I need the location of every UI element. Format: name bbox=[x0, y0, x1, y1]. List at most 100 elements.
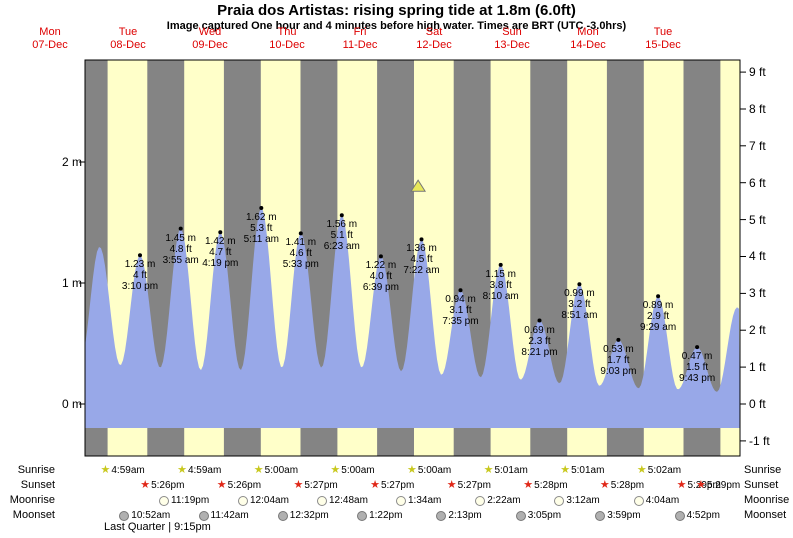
day-band bbox=[107, 60, 148, 456]
tide-height-ft: 5.3 ft bbox=[250, 223, 273, 234]
eph-row-label-left: Sunset bbox=[20, 479, 55, 491]
sunset-star-icon: ★ bbox=[523, 479, 534, 491]
sunrise-time: ★ 5:00am bbox=[254, 464, 298, 477]
moonset-time: 11:42am bbox=[198, 509, 249, 522]
tide-time: 4:19 pm bbox=[202, 258, 239, 270]
day-label: Sat 12-Dec bbox=[398, 26, 470, 52]
feet-axis-label: -1 ft bbox=[749, 433, 770, 448]
eph-row-label-right: Sunrise bbox=[744, 464, 782, 476]
moonrise-time: 12:48am bbox=[317, 494, 368, 507]
high-tide-dot bbox=[498, 262, 503, 267]
sunrise-star-icon: ★ bbox=[330, 464, 341, 476]
eph-time-text: 3:05pm bbox=[527, 510, 562, 521]
tide-time: 6:39 pm bbox=[362, 282, 399, 294]
high-tide-dot bbox=[458, 288, 463, 293]
moonset-circle-icon bbox=[674, 510, 685, 521]
feet-axis-label: 9 ft bbox=[749, 65, 766, 80]
day-date: 09-Dec bbox=[192, 39, 228, 51]
day-band bbox=[567, 60, 607, 456]
moonset-time: 12:32pm bbox=[277, 509, 329, 522]
high-tide-annotation: 1.22 m 4.0 ft 6:39 pm bbox=[353, 260, 409, 293]
sunset-star-icon: ★ bbox=[216, 479, 227, 491]
sunset-time: ★ 5:27pm bbox=[294, 479, 338, 492]
eph-time-text: 3:12am bbox=[566, 495, 600, 506]
tide-height-ft: 4.8 ft bbox=[169, 243, 192, 255]
day-date: 15-Dec bbox=[645, 39, 681, 51]
moonset-circle-icon bbox=[595, 510, 606, 521]
eph-time-text: 1:34am bbox=[408, 495, 442, 506]
tide-time: 7:35 pm bbox=[442, 316, 479, 328]
tide-height-m: 0.53 m bbox=[603, 343, 634, 355]
eph-time-text: 5:26pm bbox=[151, 480, 185, 491]
tide-height-m: 1.23 m bbox=[124, 259, 156, 271]
meter-axis-label: 2 m bbox=[61, 155, 82, 169]
eph-time-text: 10:52am bbox=[131, 510, 171, 521]
tide-height-ft: 3.2 ft bbox=[568, 299, 591, 311]
high-tide-dot bbox=[419, 237, 424, 242]
sunrise-star-icon: ★ bbox=[483, 464, 494, 476]
eph-time-text: 4:04am bbox=[645, 495, 680, 506]
sunset-star-icon: ★ bbox=[446, 479, 457, 491]
day-label: Sun 13-Dec bbox=[476, 26, 548, 52]
tide-time: 9:43 pm bbox=[679, 373, 716, 385]
eph-time-text: 5:01am bbox=[494, 465, 528, 476]
tide-height-m: 0.47 m bbox=[681, 351, 713, 363]
tide-height-m: 1.36 m bbox=[406, 243, 437, 255]
high-tide-annotation: 0.47 m 1.5 ft 9:43 pm bbox=[669, 351, 725, 384]
high-tide-dot bbox=[695, 345, 700, 350]
moonrise-circle-icon bbox=[317, 495, 327, 506]
sunrise-time: ★ 5:00am bbox=[407, 464, 451, 477]
sunrise-star-icon: ★ bbox=[407, 464, 417, 476]
moonrise-time: 2:22am bbox=[475, 494, 521, 507]
high-tide-annotation: 1.62 m 5.3 ft 5:11 am bbox=[233, 212, 289, 245]
high-tide-annotation: 0.53 m 1.7 ft 9:03 pm bbox=[590, 344, 646, 377]
tide-height-ft: 4 ft bbox=[133, 270, 147, 282]
day-of-week: Sun bbox=[502, 26, 522, 38]
feet-axis-label: 0 ft bbox=[749, 397, 766, 411]
day-label: Thu 10-Dec bbox=[251, 26, 323, 52]
tide-time: 5:11 am bbox=[243, 234, 279, 245]
eph-time-text: 5:27pm bbox=[457, 480, 491, 491]
eph-time-text: 1:22pm bbox=[369, 510, 403, 521]
moonset-time: 3:59pm bbox=[595, 509, 641, 522]
feet-axis-label: 6 ft bbox=[749, 175, 766, 190]
moonset-circle-icon bbox=[119, 510, 130, 521]
tide-time: 3:55 am bbox=[162, 254, 199, 266]
tide-height-m: 1.15 m bbox=[485, 268, 516, 280]
day-of-week: Tue bbox=[653, 26, 673, 38]
feet-axis-label: 1 ft bbox=[749, 360, 766, 375]
eph-time-text: 5:00am bbox=[341, 465, 375, 476]
sunset-star-icon: ★ bbox=[370, 479, 380, 491]
day-of-week: Fri bbox=[353, 26, 367, 38]
high-tide-annotation: 1.15 m 3.8 ft 8:10 am bbox=[473, 269, 529, 302]
high-tide-dot bbox=[259, 206, 264, 210]
high-tide-dot bbox=[178, 226, 183, 231]
eph-time-text: 5:27pm bbox=[304, 480, 338, 491]
eph-time-text: 12:04am bbox=[250, 495, 289, 506]
day-of-week: Thu bbox=[277, 26, 297, 38]
day-date: 14-Dec bbox=[570, 39, 606, 51]
eph-time-text: 11:42am bbox=[210, 510, 249, 521]
tide-height-ft: 3.8 ft bbox=[489, 279, 512, 291]
high-tide-annotation: 1.45 m 4.8 ft 3:55 am bbox=[153, 233, 209, 266]
day-label: Wed 09-Dec bbox=[174, 26, 246, 52]
tide-time: 7:22 am bbox=[403, 265, 440, 277]
moonrise-circle-icon bbox=[396, 495, 406, 506]
high-tide-annotation: 0.89 m 2.9 ft 9:29 am bbox=[630, 300, 686, 333]
eph-time-text: 5:29pm bbox=[687, 480, 721, 491]
tide-height-m: 1.62 m bbox=[246, 212, 277, 223]
moonset-circle-icon bbox=[198, 510, 209, 521]
eph-time-text: 5:00am bbox=[264, 465, 299, 476]
moonset-time: 10:52am bbox=[119, 509, 170, 522]
eph-time-text: 5:00am bbox=[417, 465, 452, 476]
sunset-star-icon: ★ bbox=[293, 479, 304, 491]
eph-time-text: 5:28pm bbox=[610, 480, 645, 491]
eph-time-text: 5:01am bbox=[571, 465, 605, 476]
sunset-star-icon: ★ bbox=[696, 479, 706, 491]
eph-time-text: 5:28pm bbox=[534, 480, 568, 491]
moonrise-time: 1:34am bbox=[396, 494, 441, 507]
day-label: Mon 14-Dec bbox=[552, 26, 624, 52]
sunrise-star-icon: ★ bbox=[177, 464, 187, 476]
tide-time: 8:21 pm bbox=[521, 346, 558, 358]
